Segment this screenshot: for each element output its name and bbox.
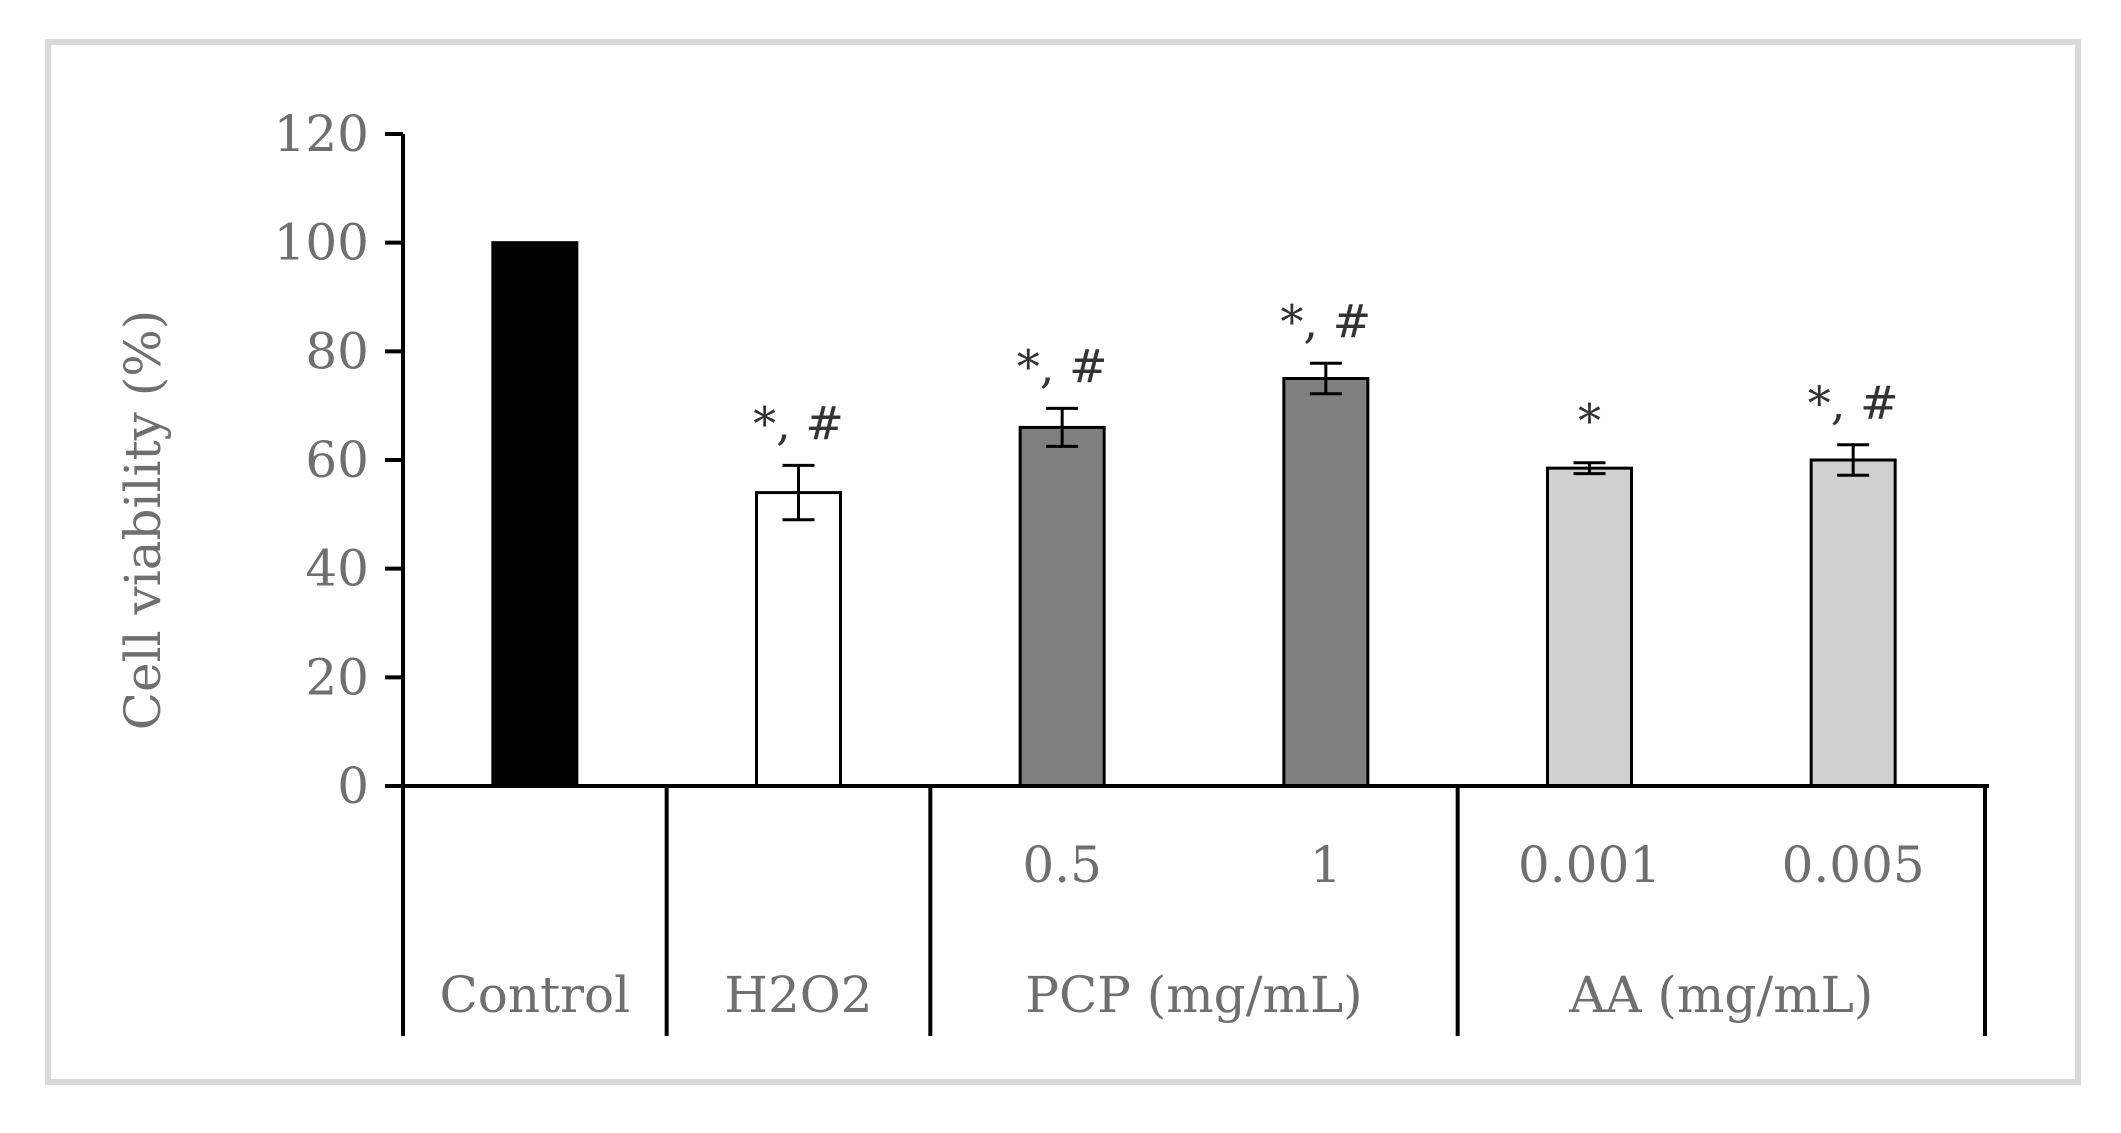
bar	[491, 241, 579, 788]
x-axis: Control H2O2 0.5 1 PCP (mg/mL) 0.001 0.005 AA (…	[385, 784, 1989, 1036]
significance-label: *	[1578, 394, 1601, 448]
x-group-label: PCP (mg/mL)	[1025, 966, 1362, 1024]
significance-label: *, #	[1280, 294, 1371, 348]
significance-label: *, #	[753, 396, 844, 450]
significance-label: *, #	[1017, 339, 1108, 393]
bar	[1546, 466, 1633, 788]
x-group-label: H2O2	[724, 966, 872, 1024]
x-category-label: 0.001	[1518, 836, 1661, 894]
x-group-label: AA (mg/mL)	[1568, 966, 1873, 1024]
x-category-label: 1	[1310, 836, 1342, 894]
y-tick-label: 40	[305, 540, 369, 598]
significance-label: *, #	[1808, 376, 1899, 430]
bar	[755, 491, 842, 788]
y-tick-label: 80	[305, 322, 369, 380]
y-tick-label: 60	[305, 431, 369, 489]
y-tick-label: 100	[274, 214, 369, 272]
y-tick-label: 20	[305, 648, 369, 706]
y-axis-title: Cell viability (%)	[114, 310, 172, 731]
y-tick-label: 120	[274, 105, 369, 163]
bars: *, # *, # *, # * *, #	[491, 241, 1899, 788]
y-tick-label: 0	[337, 757, 369, 815]
bar	[1282, 377, 1370, 788]
x-category-label: 0.5	[1022, 836, 1102, 894]
bar	[1018, 425, 1106, 788]
bar	[1809, 458, 1897, 788]
y-axis: 0 20 40 60 80 100 120	[274, 105, 405, 815]
x-category-label: 0.005	[1782, 836, 1925, 894]
x-group-label: Control	[440, 966, 631, 1024]
